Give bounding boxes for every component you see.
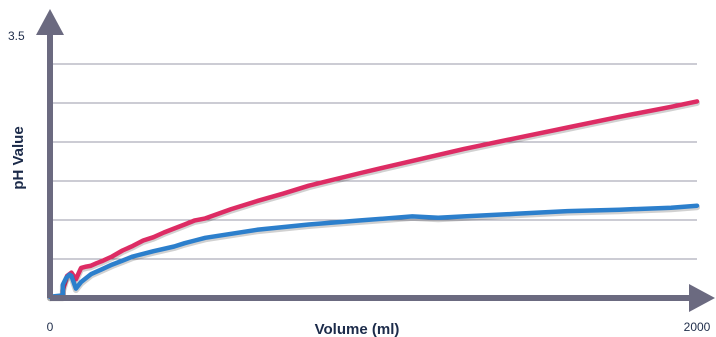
tick-labels: 0 2000 3.5 <box>8 29 711 334</box>
series-1-line <box>47 99 700 299</box>
x-axis-title: Volume (ml) <box>315 321 400 337</box>
x-axis-arrow-icon <box>689 284 715 312</box>
series-lines <box>47 99 700 302</box>
series-2-line <box>47 203 700 299</box>
x-tick-label-2000: 2000 <box>684 320 711 334</box>
axes <box>36 9 715 312</box>
y-tick-label-3.5: 3.5 <box>8 29 25 43</box>
gridlines <box>50 63 697 260</box>
y-axis-title: pH Value <box>10 126 27 189</box>
series-1-shadow <box>47 99 700 302</box>
x-tick-label-0: 0 <box>47 320 54 334</box>
y-axis-arrow-icon <box>36 9 64 35</box>
